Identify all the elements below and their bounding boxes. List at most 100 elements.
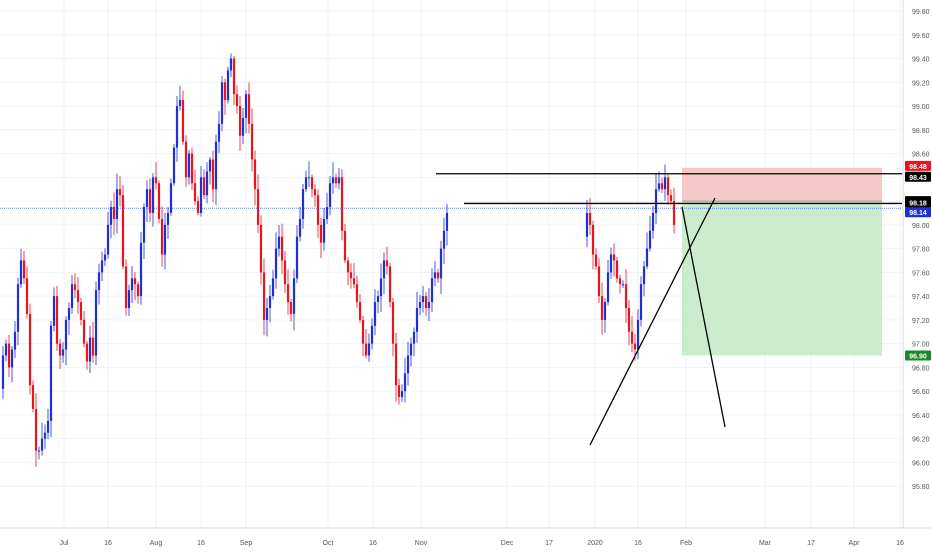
price-label-box	[905, 207, 931, 218]
candle	[130, 278, 134, 291]
price-label-text: 98.18	[909, 200, 927, 207]
price-label-box	[905, 350, 931, 361]
candle	[666, 177, 670, 196]
take-profit-zone[interactable]	[682, 201, 882, 356]
x-tick-label: Dec	[501, 540, 514, 547]
candle	[367, 343, 371, 356]
x-tick-label: Feb	[680, 540, 692, 547]
candle	[307, 177, 311, 179]
y-tick-label: 99.60	[912, 33, 930, 40]
candle	[142, 207, 146, 243]
candle	[636, 319, 640, 350]
candle	[400, 391, 404, 398]
candle	[439, 248, 443, 279]
candle	[199, 177, 203, 213]
candle	[669, 195, 673, 202]
x-tick-label: 16	[369, 540, 377, 547]
candle	[127, 290, 131, 308]
candle	[283, 260, 287, 285]
candle	[85, 343, 89, 362]
candle	[61, 349, 65, 356]
candle	[298, 218, 302, 237]
candle	[654, 189, 658, 213]
candle	[591, 224, 595, 255]
projection-line[interactable]	[681, 206, 726, 428]
candle	[588, 212, 592, 225]
candle	[277, 236, 281, 249]
stop-loss-zone[interactable]	[682, 167, 882, 202]
candle	[28, 313, 32, 386]
candle	[585, 212, 589, 237]
candle	[43, 432, 47, 439]
y-tick-label: 95.80	[912, 484, 930, 491]
candle	[151, 177, 155, 213]
ascending-trendline[interactable]	[589, 197, 716, 446]
candle	[292, 278, 296, 314]
x-tick-label: 16	[634, 540, 642, 547]
candle	[415, 308, 419, 332]
candle	[232, 58, 236, 95]
candle	[136, 284, 140, 297]
candle	[433, 272, 437, 279]
candles	[1, 53, 676, 467]
candle	[385, 260, 389, 267]
candle	[382, 260, 386, 279]
price-label-text: 98.48	[909, 164, 927, 171]
candle	[175, 106, 179, 148]
candle	[100, 260, 104, 273]
candle	[313, 189, 317, 196]
y-tick-label: 97.80	[912, 247, 930, 254]
candle	[67, 308, 71, 320]
candle	[331, 177, 335, 184]
candle	[55, 296, 59, 344]
candle	[52, 296, 56, 326]
candle	[660, 183, 664, 190]
candle	[627, 308, 631, 332]
candle	[244, 94, 248, 118]
candle	[46, 420, 50, 433]
candle	[97, 272, 101, 291]
candle	[633, 343, 637, 350]
x-tick-label: Apr	[849, 540, 861, 547]
y-tick-label: 99.40	[912, 57, 930, 64]
candle	[34, 408, 38, 451]
candle	[70, 284, 74, 308]
y-tick-label: 97.00	[912, 342, 930, 349]
candle	[226, 70, 230, 101]
candle	[118, 189, 122, 196]
price-label-text: 96.90	[909, 354, 927, 361]
candle	[31, 385, 35, 409]
candle	[412, 331, 416, 344]
drawings	[436, 173, 902, 446]
candle	[648, 230, 652, 249]
candle	[409, 343, 413, 356]
candle	[624, 284, 628, 308]
candle	[202, 177, 206, 196]
candle	[421, 296, 425, 303]
x-tick-label: 17	[545, 540, 553, 547]
candle	[154, 177, 158, 184]
candle	[436, 272, 440, 279]
candle	[178, 100, 182, 107]
candle	[376, 296, 380, 303]
candle	[40, 438, 44, 451]
candle	[94, 290, 98, 356]
candle	[418, 302, 422, 308]
candle	[358, 302, 362, 320]
candle	[121, 195, 125, 267]
candle	[211, 159, 215, 190]
candle	[391, 302, 395, 344]
candle	[241, 117, 245, 136]
candle	[220, 82, 224, 124]
y-tick-label: 96.00	[912, 460, 930, 467]
candle	[280, 236, 284, 261]
candle	[361, 319, 365, 344]
candle	[1, 355, 5, 389]
x-tick-label: Aug	[150, 540, 163, 547]
candle	[657, 183, 661, 190]
y-tick-label: 96.40	[912, 413, 930, 420]
candle	[235, 94, 239, 107]
candle	[76, 290, 80, 303]
candle	[88, 337, 92, 362]
